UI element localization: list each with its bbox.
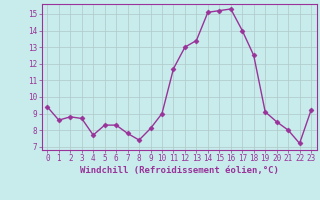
X-axis label: Windchill (Refroidissement éolien,°C): Windchill (Refroidissement éolien,°C) <box>80 166 279 175</box>
